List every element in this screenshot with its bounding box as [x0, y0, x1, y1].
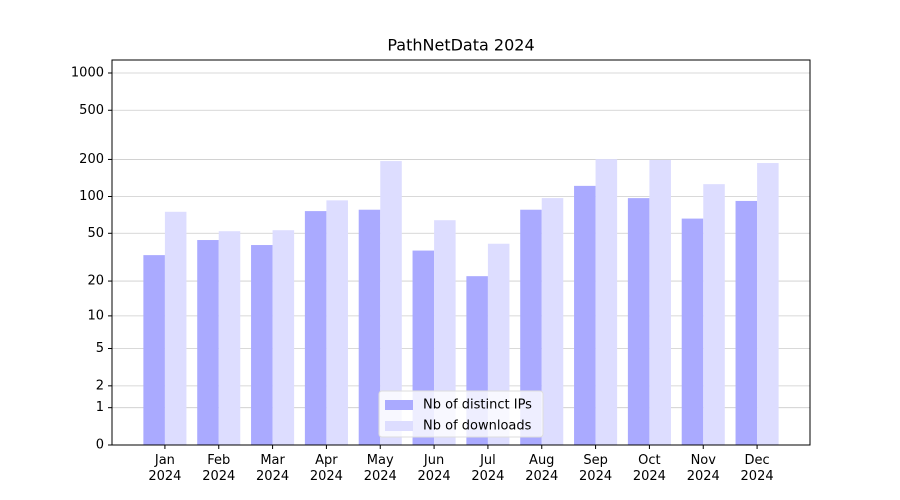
x-tick-label: Oct 2024	[632, 453, 666, 484]
x-tick-label: May 2024	[363, 453, 397, 484]
bar	[627, 198, 650, 445]
bar	[143, 255, 165, 445]
x-tick-label: Sep 2024	[579, 453, 613, 484]
bar	[304, 211, 327, 445]
y-tick-label: 100	[79, 189, 104, 204]
legend-label: Nb of downloads	[423, 419, 532, 434]
x-tick-label: Mar 2024	[256, 453, 290, 484]
y-tick-label: 1000	[71, 65, 104, 80]
bar	[735, 200, 758, 445]
bar	[326, 200, 348, 445]
plot-frame	[111, 59, 811, 446]
y-tick-label: 0	[96, 438, 104, 453]
x-tick-label: Nov 2024	[686, 453, 720, 484]
bar	[595, 159, 618, 445]
y-tick-label: 5	[96, 341, 104, 356]
x-tick-label: Jun 2024	[417, 453, 451, 484]
x-tick-label: Apr 2024	[309, 453, 343, 484]
legend-swatch	[385, 400, 413, 410]
bar	[681, 218, 704, 445]
bar	[218, 231, 241, 445]
y-tick-label: 20	[87, 274, 104, 289]
x-tick-label: Feb 2024	[202, 453, 236, 484]
chart-title: PathNetData 2024	[387, 36, 534, 55]
y-tick-label: 200	[79, 152, 104, 167]
y-tick-label: 1	[96, 400, 104, 415]
legend-swatch	[385, 421, 413, 431]
y-tick-label: 50	[87, 226, 104, 241]
bar	[164, 211, 187, 445]
bar	[251, 245, 273, 445]
bar	[358, 209, 381, 445]
y-tick-label: 2	[96, 378, 104, 393]
bar	[434, 220, 456, 445]
y-tick-label: 500	[79, 103, 104, 118]
bar	[197, 240, 219, 445]
bar	[272, 230, 295, 445]
y-tick-label: 10	[87, 308, 104, 323]
bar	[380, 161, 402, 445]
bar	[541, 198, 564, 445]
x-tick-label: Jul 2024	[471, 453, 505, 484]
x-tick-label: Aug 2024	[525, 453, 559, 484]
x-tick-label: Jan 2024	[148, 453, 182, 484]
legend-label: Nb of distinct IPs	[423, 398, 532, 413]
bar	[574, 185, 596, 445]
bar	[703, 184, 725, 445]
bar	[757, 163, 779, 445]
bar	[649, 159, 671, 445]
bars	[143, 159, 779, 445]
x-tick-label: Dec 2024	[740, 453, 774, 484]
legend-box	[378, 390, 544, 438]
bar	[520, 209, 542, 445]
